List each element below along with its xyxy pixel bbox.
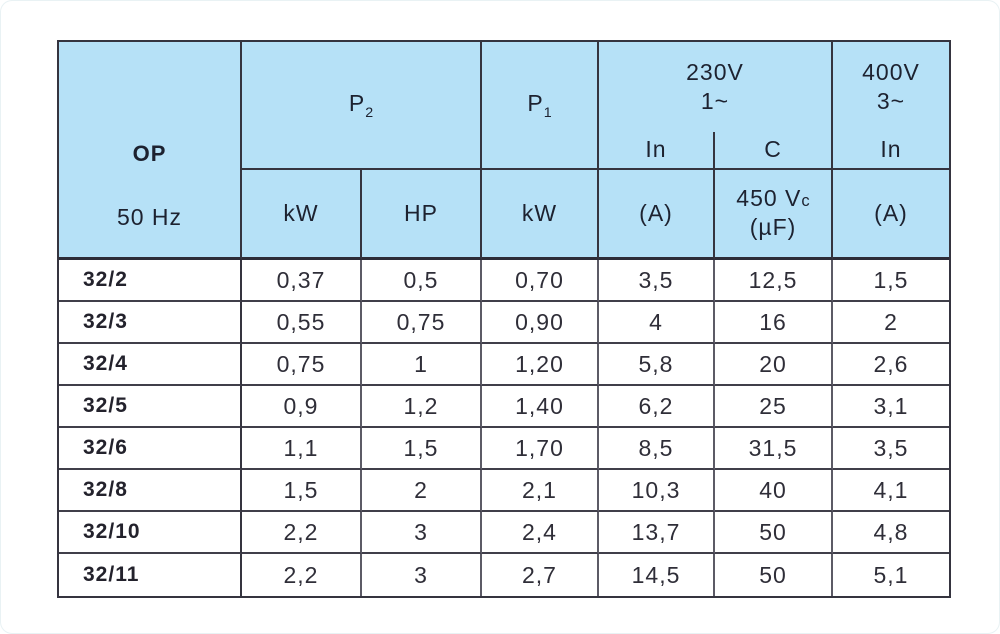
unit-p2-kw: kW xyxy=(242,169,362,260)
unit-p1-kw: kW xyxy=(482,169,599,260)
p2-subscript: 2 xyxy=(365,104,374,121)
value-cell: 4,8 xyxy=(833,512,949,554)
model-label: 32/6 xyxy=(59,428,242,470)
model-label: 32/11 xyxy=(59,554,242,596)
unit-in-230-amp: (A) xyxy=(599,169,715,260)
value-cell: 2,4 xyxy=(482,512,599,554)
frequency-label: 50 Hz xyxy=(116,203,183,230)
capacitor-voltage-label: 450 Vc xyxy=(736,184,810,211)
value-cell: 0,75 xyxy=(362,302,482,344)
table-row: 32/6 1,1 1,5 1,70 8,5 31,5 3,5 xyxy=(59,428,949,470)
value-cell: 1,5 xyxy=(242,470,362,512)
value-cell: 1,40 xyxy=(482,386,599,428)
value-cell: 14,5 xyxy=(599,554,715,596)
value-cell: 0,90 xyxy=(482,302,599,344)
table-row: 32/4 0,75 1 1,20 5,8 20 2,6 xyxy=(59,344,949,386)
value-cell: 0,55 xyxy=(242,302,362,344)
value-cell: 0,70 xyxy=(482,260,599,302)
value-cell: 1,70 xyxy=(482,428,599,470)
header-in-230: In xyxy=(599,132,715,170)
value-cell: 0,9 xyxy=(242,386,362,428)
value-cell: 10,3 xyxy=(599,470,715,512)
table-row: 32/10 2,2 3 2,4 13,7 50 4,8 xyxy=(59,512,949,554)
value-cell: 40 xyxy=(715,470,833,512)
value-cell: 0,37 xyxy=(242,260,362,302)
value-cell: 1 xyxy=(362,344,482,386)
value-cell: 1,1 xyxy=(242,428,362,470)
header-capacitor: C xyxy=(715,132,833,170)
table-row: 32/3 0,55 0,75 0,90 4 16 2 xyxy=(59,302,949,344)
value-cell: 2,2 xyxy=(242,512,362,554)
header-230v-1ph: 230V 1~ xyxy=(599,42,833,133)
table-row: 32/11 2,2 3 2,7 14,5 50 5,1 xyxy=(59,554,949,596)
header-p2: P2 xyxy=(242,42,482,170)
value-cell: 16 xyxy=(715,302,833,344)
value-cell: 4 xyxy=(599,302,715,344)
value-cell: 50 xyxy=(715,554,833,596)
value-cell: 8,5 xyxy=(599,428,715,470)
value-cell: 2 xyxy=(362,470,482,512)
value-cell: 5,8 xyxy=(599,344,715,386)
header-p1: P1 xyxy=(482,42,599,170)
value-cell: 3,5 xyxy=(599,260,715,302)
pump-spec-table: OP 50 Hz P2 P1 230V 1~ 400V 3~ xyxy=(57,40,951,598)
voltage-400-label: 400V xyxy=(862,59,920,86)
phase-1-label: 1~ xyxy=(700,88,730,115)
unit-in-400-amp: (A) xyxy=(833,169,949,260)
value-cell: 12,5 xyxy=(715,260,833,302)
value-cell: 2,1 xyxy=(482,470,599,512)
model-label: 32/4 xyxy=(59,344,242,386)
table-row: 32/5 0,9 1,2 1,40 6,2 25 3,1 xyxy=(59,386,949,428)
value-cell: 1,5 xyxy=(362,428,482,470)
header-in-400: In xyxy=(833,132,949,170)
p2-symbol: P xyxy=(348,89,366,116)
p1-subscript: 1 xyxy=(543,104,552,121)
voltage-230-label: 230V xyxy=(686,59,744,86)
table-body: 32/2 0,37 0,5 0,70 3,5 12,5 1,5 32/3 0,55 0,75 0,9… xyxy=(59,260,949,596)
op-series-label: OP xyxy=(132,141,167,166)
value-cell: 13,7 xyxy=(599,512,715,554)
value-cell: 2,2 xyxy=(242,554,362,596)
value-cell: 0,5 xyxy=(362,260,482,302)
value-cell: 3,1 xyxy=(833,386,949,428)
model-label: 32/2 xyxy=(59,260,242,302)
table-row: 32/8 1,5 2 2,1 10,3 40 4,1 xyxy=(59,470,949,512)
header-op-50hz: OP 50 Hz xyxy=(59,42,242,260)
value-cell: 2,6 xyxy=(833,344,949,386)
unit-p2-hp: HP xyxy=(362,169,482,260)
model-label: 32/8 xyxy=(59,470,242,512)
value-cell: 1,2 xyxy=(362,386,482,428)
value-cell: 2 xyxy=(833,302,949,344)
model-label: 32/10 xyxy=(59,512,242,554)
value-cell: 25 xyxy=(715,386,833,428)
value-cell: 3,5 xyxy=(833,428,949,470)
value-cell: 31,5 xyxy=(715,428,833,470)
value-cell: 0,75 xyxy=(242,344,362,386)
phase-3-label: 3~ xyxy=(876,88,906,115)
p1-symbol: P xyxy=(527,89,544,116)
value-cell: 3 xyxy=(362,512,482,554)
value-cell: 2,7 xyxy=(482,554,599,596)
unit-capacitor: 450 Vc (µF) xyxy=(715,169,833,260)
value-cell: 1,5 xyxy=(833,260,949,302)
table-row: 32/2 0,37 0,5 0,70 3,5 12,5 1,5 xyxy=(59,260,949,302)
value-cell: 4,1 xyxy=(833,470,949,512)
value-cell: 50 xyxy=(715,512,833,554)
value-cell: 6,2 xyxy=(599,386,715,428)
value-cell: 3 xyxy=(362,554,482,596)
header-400v-3ph: 400V 3~ xyxy=(833,42,949,133)
value-cell: 5,1 xyxy=(833,554,949,596)
value-cell: 1,20 xyxy=(482,344,599,386)
model-label: 32/3 xyxy=(59,302,242,344)
capacitor-unit-label: (µF) xyxy=(749,214,797,241)
model-label: 32/5 xyxy=(59,386,242,428)
value-cell: 20 xyxy=(715,344,833,386)
table-header: OP 50 Hz P2 P1 230V 1~ 400V 3~ xyxy=(59,42,949,260)
